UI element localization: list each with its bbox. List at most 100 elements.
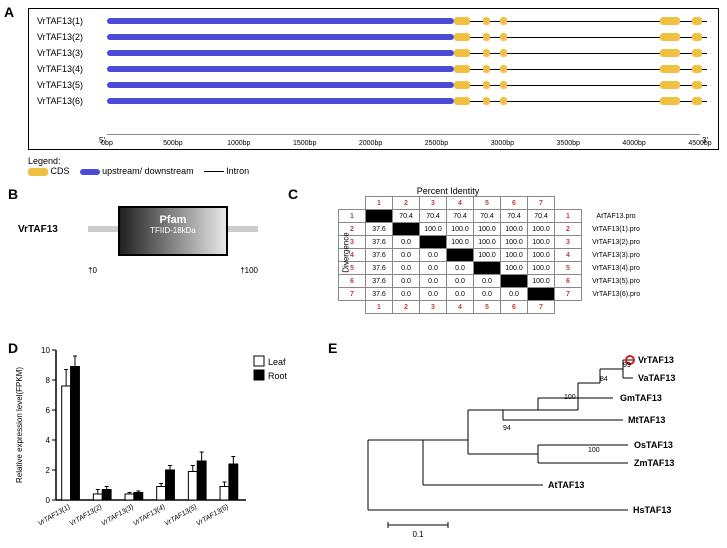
svg-text:VrTAF13: VrTAF13 bbox=[638, 355, 674, 365]
cds-block bbox=[500, 81, 507, 89]
gene-row: VrTAF13(1) bbox=[37, 15, 710, 29]
table-row: 170.470.470.470.470.470.41AtTAF13.pro bbox=[339, 210, 648, 223]
intron-swatch bbox=[204, 171, 224, 172]
cds-block bbox=[660, 49, 680, 57]
cds-block bbox=[692, 65, 701, 73]
b-axis-start: †0 bbox=[88, 266, 97, 275]
svg-text:99: 99 bbox=[623, 362, 631, 369]
gene-label: VrTAF13(4) bbox=[37, 64, 83, 74]
panel-c: C Percent Identity Divergence 1234567170… bbox=[288, 186, 698, 336]
svg-text:VrTAF13(3): VrTAF13(3) bbox=[100, 504, 135, 528]
upstream-swatch bbox=[80, 169, 100, 175]
axis-5prime: 5' bbox=[99, 136, 105, 145]
gene-track bbox=[107, 31, 700, 43]
legend-up-label: upstream/ downstream bbox=[102, 166, 194, 176]
gene-row: VrTAF13(2) bbox=[37, 31, 710, 45]
svg-text:94: 94 bbox=[503, 425, 511, 432]
svg-text:OsTAF13: OsTAF13 bbox=[634, 440, 673, 450]
gene-label: VrTAF13(3) bbox=[37, 48, 83, 58]
cds-block bbox=[483, 97, 490, 105]
panel-d: D 0246810Relative expression level(FPKM)… bbox=[8, 340, 328, 540]
gene-label: VrTAF13(5) bbox=[37, 80, 83, 90]
gene-label: VrTAF13(6) bbox=[37, 96, 83, 106]
panel-a-legend: Legend: CDS upstream/ downstream Intron bbox=[28, 156, 719, 176]
cds-block bbox=[483, 33, 490, 41]
axis-tick: 4500bp bbox=[688, 140, 711, 147]
gene-label: VrTAF13(2) bbox=[37, 32, 83, 42]
axis-3prime: 3' bbox=[702, 136, 708, 145]
cds-block bbox=[454, 97, 470, 105]
cds-block bbox=[500, 49, 507, 57]
cds-swatch bbox=[28, 168, 48, 176]
svg-text:6: 6 bbox=[46, 406, 51, 415]
cds-block bbox=[454, 65, 470, 73]
gene-track bbox=[107, 63, 700, 75]
axis-tick: 3500bp bbox=[557, 140, 580, 147]
svg-text:AtTAF13: AtTAF13 bbox=[548, 480, 584, 490]
panel-e: E VrTAF13VaTAF13GmTAF13MtTAF13OsTAF13ZmT… bbox=[328, 340, 698, 540]
axis-tick: 2000bp bbox=[359, 140, 382, 147]
bar-chart: 0246810Relative expression level(FPKM)Vr… bbox=[8, 340, 328, 540]
axis-tick: 4000bp bbox=[622, 140, 645, 147]
panel-a-label: A bbox=[4, 4, 14, 20]
pfam-box: Pfam TFIID-18kDa bbox=[118, 206, 228, 256]
svg-text:100: 100 bbox=[588, 447, 600, 454]
cds-block bbox=[660, 81, 680, 89]
svg-text:8: 8 bbox=[46, 376, 51, 385]
gene-track bbox=[107, 47, 700, 59]
legend-intron-label: Intron bbox=[226, 166, 249, 176]
gene-row: VrTAF13(5) bbox=[37, 79, 710, 93]
table-row: 337.60.0100.0100.0100.0100.03VrTAF13(2).… bbox=[339, 236, 648, 249]
svg-text:84: 84 bbox=[600, 376, 608, 383]
table-row: 737.60.00.00.00.00.07VrTAF13(6).pro bbox=[339, 288, 648, 301]
identity-table: 1234567170.470.470.470.470.470.41AtTAF13… bbox=[338, 196, 648, 314]
svg-text:GmTAF13: GmTAF13 bbox=[620, 393, 662, 403]
axis-tick: 500bp bbox=[163, 140, 182, 147]
cds-block bbox=[692, 81, 701, 89]
svg-text:VrTAF13(1): VrTAF13(1) bbox=[37, 504, 72, 528]
vrtaf13-label: VrTAF13 bbox=[18, 224, 58, 235]
upstream-region bbox=[107, 98, 454, 104]
cds-block bbox=[500, 65, 507, 73]
panel-c-label: C bbox=[288, 186, 298, 202]
gene-row: VrTAF13(4) bbox=[37, 63, 710, 77]
svg-text:Leaf: Leaf bbox=[268, 357, 286, 367]
cds-block bbox=[692, 97, 701, 105]
gene-row: VrTAF13(3) bbox=[37, 47, 710, 61]
panel-b: B VrTAF13 Pfam TFIID-18kDa †0 †100 bbox=[8, 186, 288, 316]
upstream-region bbox=[107, 50, 454, 56]
gene-label: VrTAF13(1) bbox=[37, 16, 83, 26]
cds-block bbox=[483, 17, 490, 25]
cds-block bbox=[483, 81, 490, 89]
panel-d-label: D bbox=[8, 340, 18, 356]
table-row: 437.60.00.0100.0100.0100.04VrTAF13(3).pr… bbox=[339, 249, 648, 262]
cds-block bbox=[500, 97, 507, 105]
svg-text:VrTAF13(2): VrTAF13(2) bbox=[69, 504, 104, 528]
cds-block bbox=[500, 17, 507, 25]
cds-block bbox=[660, 65, 680, 73]
cds-block bbox=[660, 97, 680, 105]
svg-text:2: 2 bbox=[46, 466, 51, 475]
svg-text:10: 10 bbox=[41, 346, 50, 355]
svg-text:0: 0 bbox=[46, 496, 51, 505]
gene-track bbox=[107, 95, 700, 107]
cds-block bbox=[660, 17, 680, 25]
svg-text:ZmTAF13: ZmTAF13 bbox=[634, 458, 674, 468]
svg-text:HsTAF13: HsTAF13 bbox=[633, 505, 671, 515]
cds-block bbox=[454, 49, 470, 57]
cds-block bbox=[660, 33, 680, 41]
pfam-title: Pfam bbox=[120, 214, 226, 226]
axis-tick: 1500bp bbox=[293, 140, 316, 147]
phylo-tree: VrTAF13VaTAF13GmTAF13MtTAF13OsTAF13ZmTAF… bbox=[328, 340, 698, 540]
panel-a-axis: 0bp500bp1000bp1500bp2000bp2500bp3000bp35… bbox=[107, 134, 700, 135]
axis-tick: 1000bp bbox=[227, 140, 250, 147]
divergence-label: Divergence bbox=[342, 232, 351, 272]
gene-track bbox=[107, 15, 700, 27]
gene-row: VrTAF13(6) bbox=[37, 95, 710, 109]
cds-block bbox=[692, 17, 701, 25]
upstream-region bbox=[107, 34, 454, 40]
axis-tick: 2500bp bbox=[425, 140, 448, 147]
table-row: 537.60.00.00.0100.0100.05VrTAF13(4).pro bbox=[339, 262, 648, 275]
cds-block bbox=[454, 81, 470, 89]
panel-e-label: E bbox=[328, 340, 337, 356]
